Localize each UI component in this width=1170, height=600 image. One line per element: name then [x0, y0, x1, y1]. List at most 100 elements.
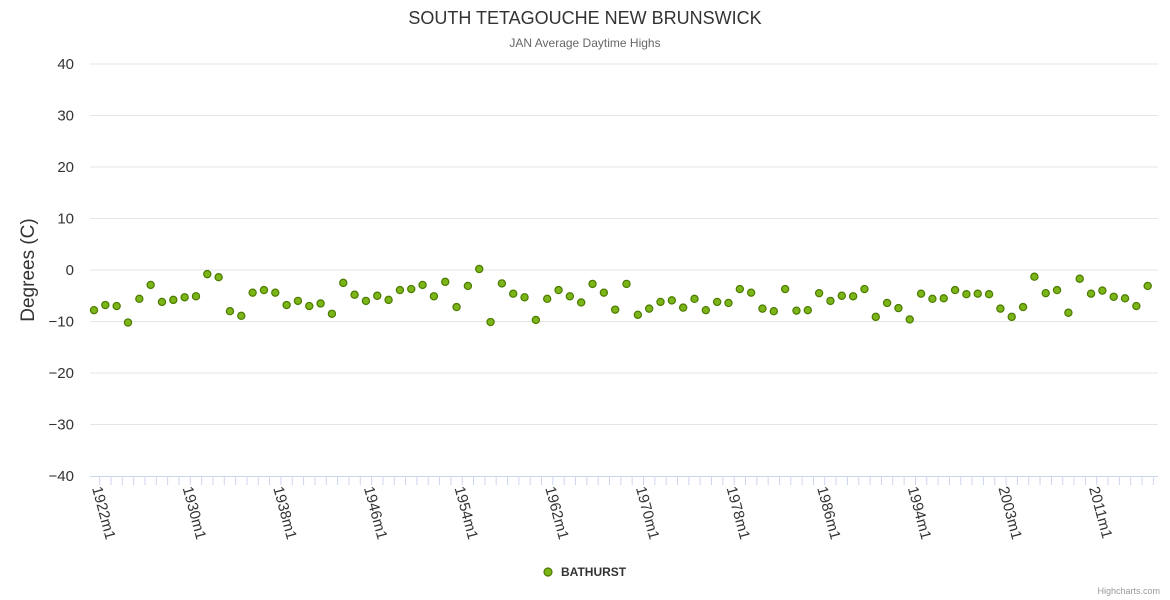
- data-point[interactable]: [712, 297, 722, 307]
- data-point[interactable]: [644, 304, 654, 313]
- data-point[interactable]: [429, 292, 439, 301]
- data-point[interactable]: [1143, 281, 1152, 291]
- data-point[interactable]: [123, 318, 133, 327]
- data-point[interactable]: [146, 280, 155, 290]
- data-point[interactable]: [169, 295, 178, 305]
- data-point[interactable]: [441, 277, 450, 287]
- data-point[interactable]: [1098, 286, 1107, 295]
- data-point[interactable]: [237, 311, 246, 321]
- data-point[interactable]: [509, 289, 518, 298]
- data-point[interactable]: [690, 294, 699, 304]
- data-point[interactable]: [1075, 274, 1084, 283]
- data-point[interactable]: [1064, 308, 1073, 317]
- data-point[interactable]: [89, 305, 99, 315]
- data-point[interactable]: [225, 307, 235, 316]
- data-point[interactable]: [463, 281, 473, 291]
- data-point[interactable]: [576, 298, 586, 307]
- data-point[interactable]: [701, 305, 711, 315]
- data-point[interactable]: [1120, 294, 1130, 303]
- data-point[interactable]: [894, 303, 903, 313]
- data-point[interactable]: [622, 279, 631, 289]
- data-point[interactable]: [1132, 301, 1141, 311]
- data-point[interactable]: [837, 291, 846, 300]
- data-point[interactable]: [962, 290, 971, 299]
- data-point[interactable]: [418, 280, 427, 290]
- data-point[interactable]: [916, 289, 926, 298]
- data-point[interactable]: [905, 315, 914, 324]
- data-point[interactable]: [1030, 272, 1039, 281]
- data-point[interactable]: [101, 300, 110, 310]
- data-point[interactable]: [373, 291, 382, 300]
- data-point[interactable]: [293, 296, 303, 306]
- data-point[interactable]: [1109, 292, 1118, 301]
- data-point[interactable]: [282, 300, 291, 310]
- data-point[interactable]: [271, 288, 280, 297]
- data-point[interactable]: [259, 285, 269, 295]
- data-point[interactable]: [973, 289, 982, 298]
- data-point[interactable]: [1007, 312, 1016, 322]
- data-point[interactable]: [814, 288, 824, 298]
- data-point[interactable]: [860, 284, 869, 294]
- data-point[interactable]: [191, 292, 201, 301]
- legend-label-bathurst[interactable]: BATHURST: [561, 565, 627, 579]
- data-point[interactable]: [180, 293, 189, 302]
- data-point[interactable]: [520, 293, 529, 302]
- data-point[interactable]: [678, 303, 688, 312]
- data-point[interactable]: [882, 298, 892, 308]
- data-point[interactable]: [939, 294, 948, 303]
- data-point[interactable]: [1041, 288, 1050, 298]
- data-point[interactable]: [758, 304, 767, 313]
- data-point[interactable]: [633, 310, 643, 320]
- data-point[interactable]: [984, 290, 994, 299]
- data-point[interactable]: [656, 297, 665, 307]
- data-point[interactable]: [531, 315, 541, 325]
- data-point[interactable]: [735, 284, 745, 294]
- data-point[interactable]: [996, 304, 1005, 313]
- y-tick-label: 30: [57, 108, 74, 125]
- y-tick-label: 20: [57, 159, 74, 176]
- data-point[interactable]: [599, 288, 609, 297]
- data-point[interactable]: [588, 279, 597, 289]
- data-point[interactable]: [203, 269, 212, 279]
- data-point[interactable]: [780, 284, 790, 294]
- data-point[interactable]: [361, 296, 371, 306]
- data-point[interactable]: [305, 301, 314, 311]
- data-point[interactable]: [610, 305, 620, 314]
- data-point[interactable]: [792, 306, 801, 315]
- data-point[interactable]: [452, 302, 461, 312]
- data-point[interactable]: [769, 307, 779, 316]
- data-point[interactable]: [950, 285, 960, 295]
- data-point[interactable]: [928, 294, 937, 304]
- data-point[interactable]: [1052, 285, 1062, 295]
- data-point[interactable]: [248, 288, 257, 297]
- legend[interactable]: BATHURST: [543, 565, 627, 579]
- data-point[interactable]: [327, 309, 337, 318]
- data-point[interactable]: [724, 298, 733, 308]
- data-point[interactable]: [667, 296, 677, 305]
- data-point[interactable]: [486, 317, 495, 327]
- data-point[interactable]: [395, 285, 405, 295]
- data-point[interactable]: [475, 264, 484, 274]
- legend-marker-bathurst[interactable]: [543, 567, 553, 577]
- data-point[interactable]: [316, 299, 325, 308]
- data-point[interactable]: [543, 294, 552, 304]
- credits-link[interactable]: Highcharts.com: [1097, 586, 1160, 596]
- data-point[interactable]: [871, 312, 880, 322]
- data-point[interactable]: [384, 295, 393, 305]
- data-point[interactable]: [157, 297, 167, 307]
- data-point[interactable]: [112, 301, 121, 311]
- data-point[interactable]: [826, 296, 835, 306]
- data-point[interactable]: [848, 292, 858, 301]
- data-point[interactable]: [407, 284, 416, 294]
- data-point[interactable]: [803, 305, 812, 315]
- data-point[interactable]: [135, 294, 144, 304]
- data-point[interactable]: [746, 288, 756, 297]
- data-point[interactable]: [350, 290, 359, 299]
- data-point[interactable]: [554, 285, 563, 295]
- data-point[interactable]: [339, 278, 348, 288]
- data-point[interactable]: [1018, 302, 1028, 312]
- data-point[interactable]: [214, 273, 223, 282]
- data-point[interactable]: [565, 292, 575, 301]
- data-point[interactable]: [497, 279, 507, 288]
- data-point[interactable]: [1086, 289, 1096, 298]
